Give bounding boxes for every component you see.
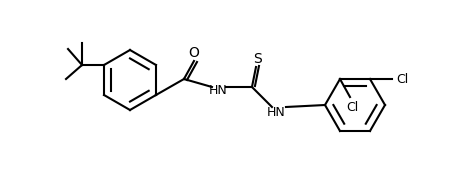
Text: HN: HN [266,106,285,119]
Text: Cl: Cl [395,73,407,85]
Text: Cl: Cl [345,101,357,114]
Text: O: O [188,46,199,60]
Text: S: S [253,52,262,66]
Text: HN: HN [208,84,227,98]
